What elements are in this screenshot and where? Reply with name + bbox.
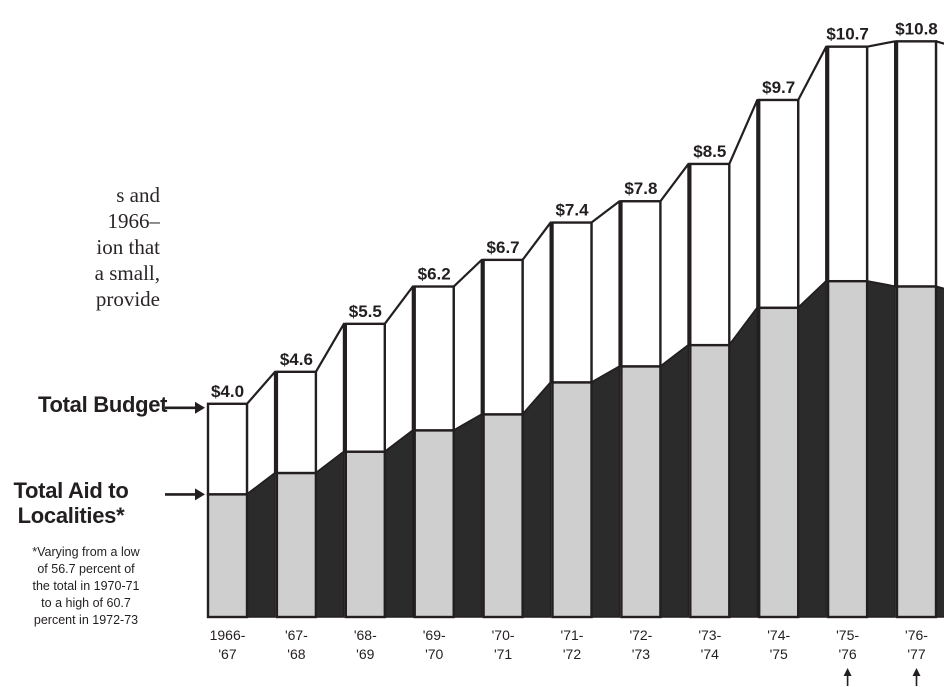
- bar-total-aid: [689, 343, 731, 619]
- data-label: $5.5: [349, 302, 382, 321]
- x-tick-label: '71-: [561, 627, 584, 643]
- body-text-line: s and: [116, 183, 160, 207]
- bar-total-budget: [758, 98, 800, 310]
- bar-total-budget: [689, 162, 731, 347]
- bar-total-aid: [826, 279, 869, 619]
- bar-side-aid: [521, 380, 552, 618]
- x-tick-label: '74: [701, 646, 719, 662]
- data-label: $4.0: [211, 382, 244, 401]
- budget-arrow-head: [195, 401, 205, 414]
- bar-total-aid: [482, 413, 524, 619]
- x-tick-label: '73: [632, 646, 650, 662]
- data-label: $7.4: [555, 201, 589, 220]
- bar-total-budget: [275, 370, 318, 475]
- bar-total-aid: [758, 306, 800, 619]
- bar-total-budget: [826, 45, 869, 283]
- bar-side-total: [314, 322, 345, 475]
- total-aid-label-line: Localities*: [17, 503, 125, 528]
- x-tick-label: '71: [494, 646, 512, 662]
- body-text-line: ion that: [96, 235, 160, 259]
- bar-total-aid: [551, 381, 593, 619]
- x-tick-label: '75: [770, 646, 788, 662]
- data-label: $6.2: [418, 265, 451, 284]
- x-tick-label: '70-: [492, 627, 515, 643]
- x-tick-label: '76: [838, 646, 856, 662]
- total-aid-label: Total Aid to Localities*: [0, 478, 142, 528]
- x-tick-label: 1966-: [210, 627, 246, 643]
- body-text-line: a small,: [94, 261, 160, 285]
- bar-side-total: [659, 162, 690, 368]
- x-tick-label: '70: [425, 646, 443, 662]
- bar-total-budget: [551, 221, 593, 384]
- body-text-fragment: s and 1966– ion that a small, provide: [0, 182, 160, 312]
- x-tick-label: '72-: [629, 627, 652, 643]
- x-tick-label: '76-: [905, 627, 928, 643]
- footnote-line: to a high of 60.7: [41, 596, 131, 610]
- x-tick-label: '73-: [698, 627, 721, 643]
- bar-total-budget: [413, 285, 455, 432]
- data-label: $10.8: [895, 19, 938, 38]
- x-tick-label: '67-: [285, 627, 308, 643]
- bar-side-aid: [246, 471, 276, 618]
- bar-side-aid: [452, 413, 483, 618]
- x-tick-label: '69-: [423, 627, 446, 643]
- bar-side-aid: [728, 305, 759, 618]
- bar-total-aid: [206, 493, 249, 619]
- bar-side-total: [728, 98, 759, 347]
- bar-side-aid: [315, 450, 345, 618]
- bar-side-aid: [797, 279, 827, 618]
- bar-total-aid: [413, 429, 455, 619]
- bar-total-aid: [344, 450, 386, 619]
- bar-total-budget: [206, 402, 249, 496]
- total-aid-label-line: Total Aid to: [13, 478, 129, 503]
- x-tick-label: '74-: [767, 627, 790, 643]
- x-tick-label: '72: [563, 646, 581, 662]
- bar-total-budget: [482, 258, 524, 416]
- data-label: $7.8: [624, 179, 657, 198]
- body-text-line: provide: [95, 287, 160, 311]
- footnote-line: the total in 1970-71: [32, 579, 140, 593]
- x-tick-label: '68: [287, 646, 305, 662]
- x-tick-label: '77: [907, 646, 925, 662]
- data-label: $9.7: [762, 78, 795, 97]
- bar-side-aid: [659, 343, 690, 618]
- x-tick-label: '68-: [354, 627, 377, 643]
- bar-total-aid: [895, 285, 938, 619]
- body-text-line: 1966–: [107, 209, 161, 233]
- bar-side-aid: [935, 285, 944, 618]
- bar-side-total: [452, 258, 483, 432]
- bar-total-budget: [620, 200, 662, 368]
- bar-side-aid: [384, 428, 414, 618]
- data-label: $10.7: [826, 25, 869, 44]
- bar-total-aid: [275, 471, 318, 619]
- total-budget-label: Total Budget: [38, 392, 168, 417]
- bar-total-budget: [344, 322, 386, 453]
- bar-side-aid: [866, 280, 896, 618]
- footnote-line: percent in 1972-73: [33, 613, 139, 627]
- data-label: $6.7: [487, 238, 520, 257]
- data-label: $8.5: [693, 142, 726, 161]
- bar-total-budget: [895, 40, 938, 288]
- bar-side-total: [521, 221, 552, 416]
- aid-footnote: *Varying from a low of 56.7 percent of t…: [0, 544, 172, 629]
- aid-arrow-head: [195, 488, 205, 501]
- bar-side-total: [797, 45, 828, 309]
- up-arrow-icon: [843, 668, 852, 676]
- bar-side-total: [383, 285, 414, 453]
- x-tick-label: '69: [356, 646, 374, 662]
- bar-side-aid: [590, 365, 621, 618]
- footnote-line: of 56.7 percent of: [37, 562, 135, 576]
- x-tick-label: '75-: [836, 627, 859, 643]
- bar-side-total: [590, 200, 621, 384]
- footnote-line: *Varying from a low: [32, 545, 140, 559]
- bar-total-aid: [620, 365, 662, 619]
- bar-side-total: [865, 40, 897, 288]
- up-arrow-icon: [912, 668, 921, 676]
- data-label: $4.6: [280, 350, 313, 369]
- x-tick-label: '67: [218, 646, 236, 662]
- bar-side-total: [934, 40, 944, 290]
